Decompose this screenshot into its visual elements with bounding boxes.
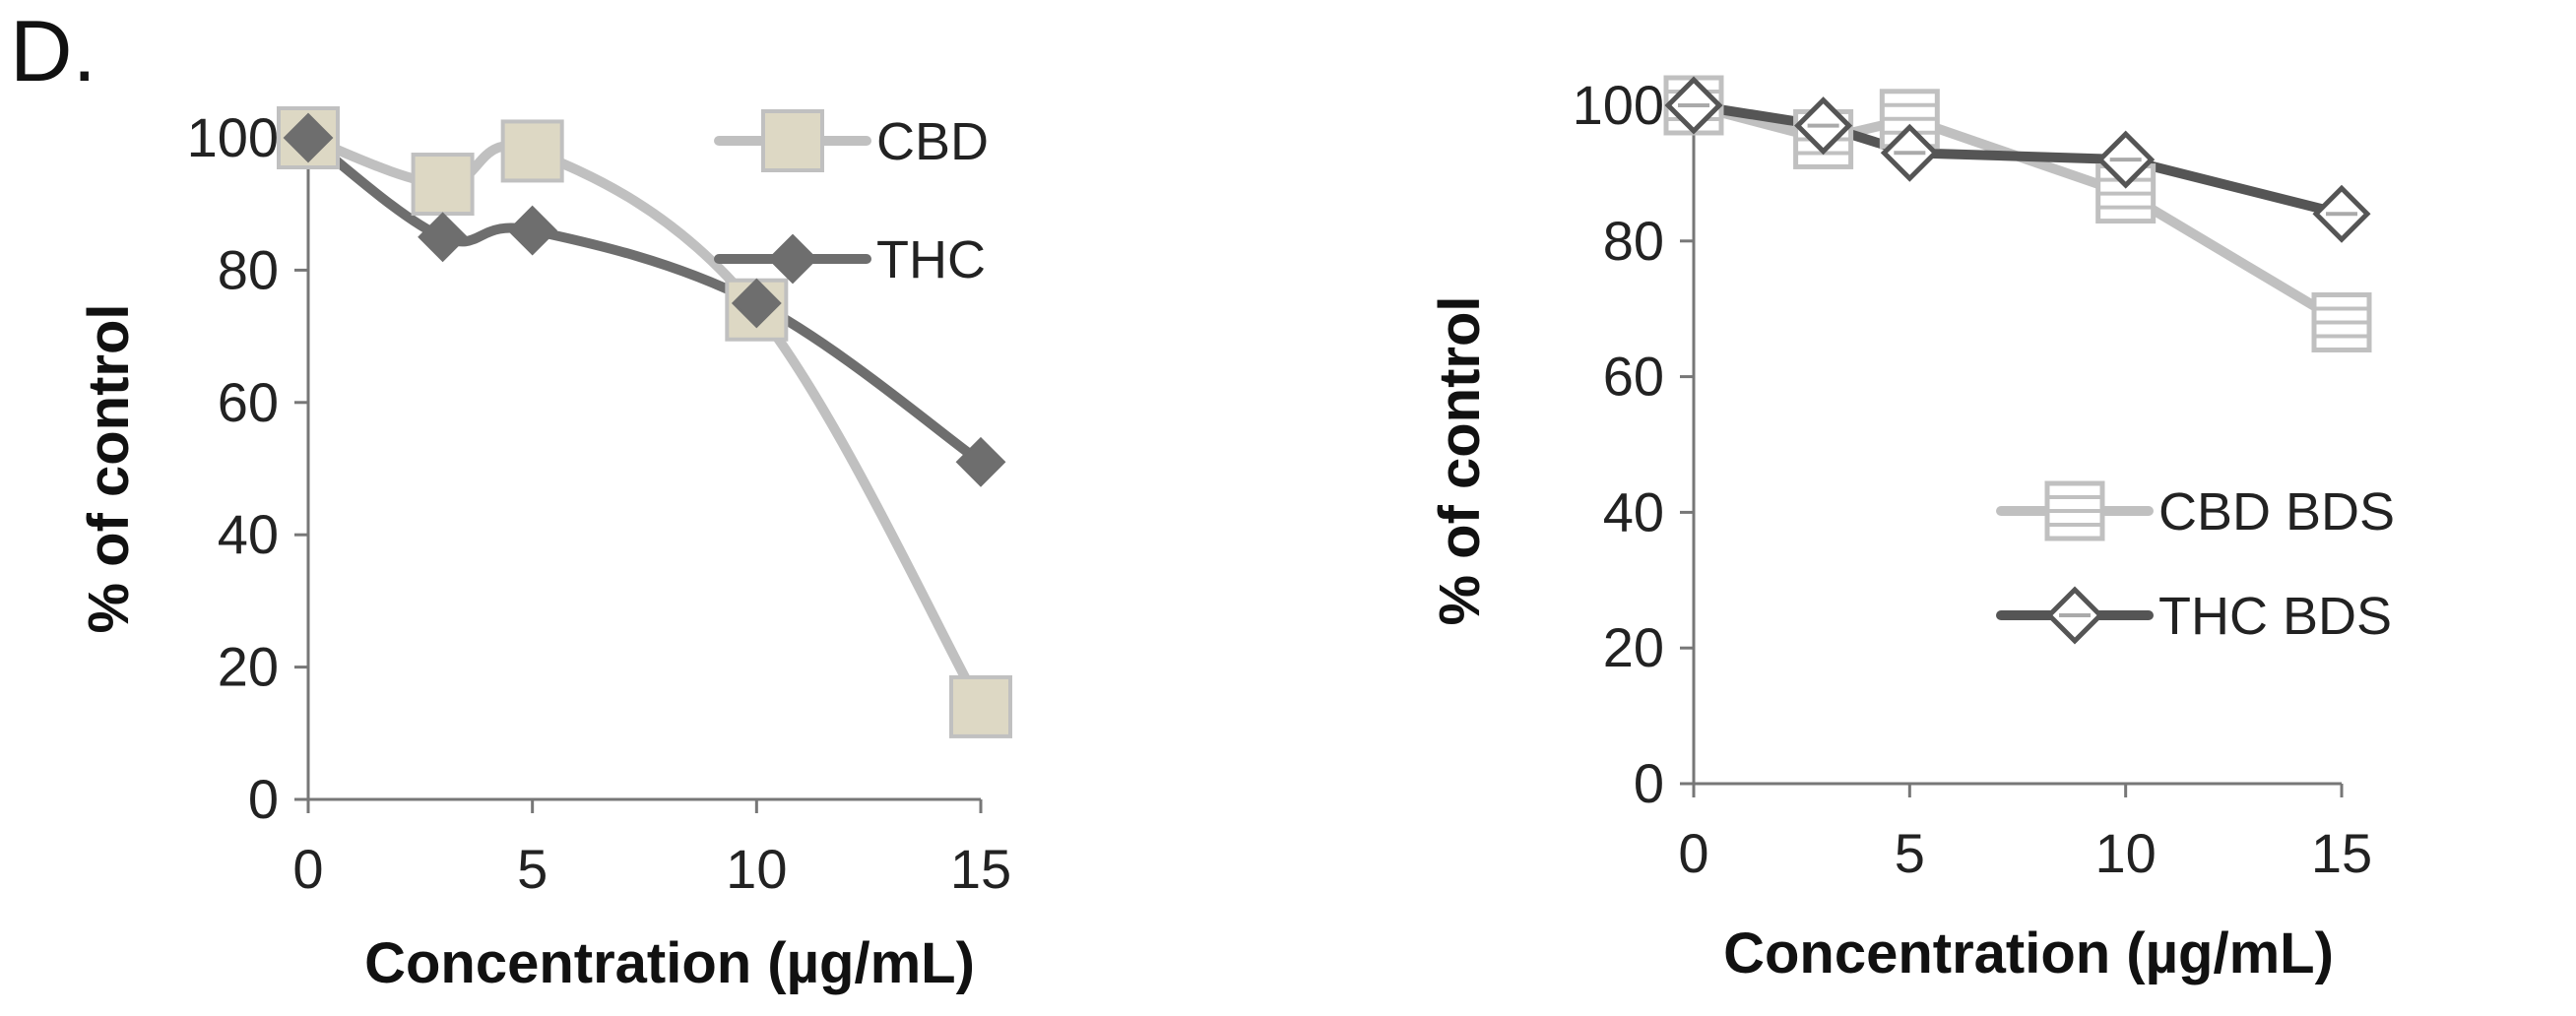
left-series-1-point: [411, 153, 475, 217]
left-chart-ylabel: % of control: [77, 303, 141, 633]
left-chart-xlabel: Concentration (µg/mL): [364, 931, 975, 995]
right-series-1-point: [2311, 291, 2372, 352]
left-y-tick-label: 0: [248, 768, 279, 830]
right-y-tick-label: 40: [1603, 480, 1664, 542]
left-legend-marker-2-shape: [767, 233, 818, 285]
right-chart-xlabel: Concentration (µg/mL): [1723, 921, 2334, 985]
right-y-tick-label: 60: [1603, 346, 1664, 408]
left-legend-label-1: CBD: [876, 112, 989, 171]
left-series-1-point-shape: [411, 153, 475, 217]
right-legend-label-2: THC BDS: [2158, 587, 2392, 646]
left-series-2-point-shape: [283, 112, 334, 163]
right-legend-label-1: CBD BDS: [2158, 482, 2395, 541]
right-chart-ylabel: % of control: [1428, 295, 1492, 625]
right-series-2-point: [1880, 123, 1939, 182]
left-series-1-point: [949, 674, 1012, 738]
left-legend-marker-1-shape: [761, 109, 824, 172]
left-series-1-point: [500, 119, 564, 183]
left-series-2-point: [507, 205, 558, 256]
left-y-tick-label: 60: [218, 371, 279, 433]
right-x-tick-label: 5: [1895, 822, 1925, 884]
right-series-2-point: [1664, 76, 1723, 135]
right-legend: CBD BDS THC BDS: [1996, 480, 2395, 646]
right-y-tick-label: 100: [1573, 74, 1664, 136]
right-x-tick-label: 0: [1678, 822, 1708, 884]
left-x-tick-label: 10: [726, 838, 787, 900]
right-series-2-point: [2096, 130, 2156, 189]
left-series-1-point-shape: [949, 674, 1012, 738]
left-series-2-point: [731, 278, 782, 329]
left-x-tick-label: 15: [950, 838, 1011, 900]
left-line-chart: Concentration (µg/mL) % of control 0 20 40…: [77, 106, 1012, 995]
left-legend-marker-1: [761, 109, 824, 172]
left-y-tick-label: 40: [218, 503, 279, 565]
right-x-tick-label: 15: [2311, 822, 2372, 884]
right-legend-marker-1: [2044, 480, 2105, 541]
left-series-2-point-shape: [507, 205, 558, 256]
left-series-2-line: [303, 133, 986, 468]
left-y-tick-label: 20: [218, 636, 279, 698]
right-series-2-point: [1794, 96, 1853, 156]
left-y-tick-label: 100: [187, 106, 279, 168]
left-series-2-point-shape: [955, 436, 1006, 487]
left-series-2-point-shape: [418, 212, 469, 263]
left-legend-marker-2: [767, 233, 818, 285]
left-legend: CBD THC: [714, 109, 989, 289]
right-series-2-point: [2312, 184, 2371, 243]
left-x-tick-label: 5: [517, 838, 547, 900]
right-x-tick-label: 10: [2095, 822, 2157, 884]
right-series-1-line: [1689, 100, 2347, 328]
right-legend-marker-2: [2045, 586, 2104, 645]
right-y-tick-label: 80: [1603, 210, 1664, 272]
left-x-tick-label: 0: [292, 838, 323, 900]
right-line-chart: Concentration (µg/mL) % of control 0 20 40…: [1428, 74, 2395, 985]
left-y-tick-label: 80: [218, 238, 279, 300]
left-series-1-point-shape: [500, 119, 564, 183]
left-series-2-point-shape: [731, 278, 782, 329]
panel-label: D.: [10, 2, 97, 99]
left-series-2-point: [955, 436, 1006, 487]
left-series-2-point: [283, 112, 334, 163]
right-y-tick-label: 20: [1603, 616, 1664, 678]
right-series-2-line: [1689, 100, 2347, 220]
left-series-2-point: [418, 212, 469, 263]
right-y-tick-label: 0: [1634, 752, 1664, 814]
left-legend-label-2: THC: [876, 230, 986, 289]
